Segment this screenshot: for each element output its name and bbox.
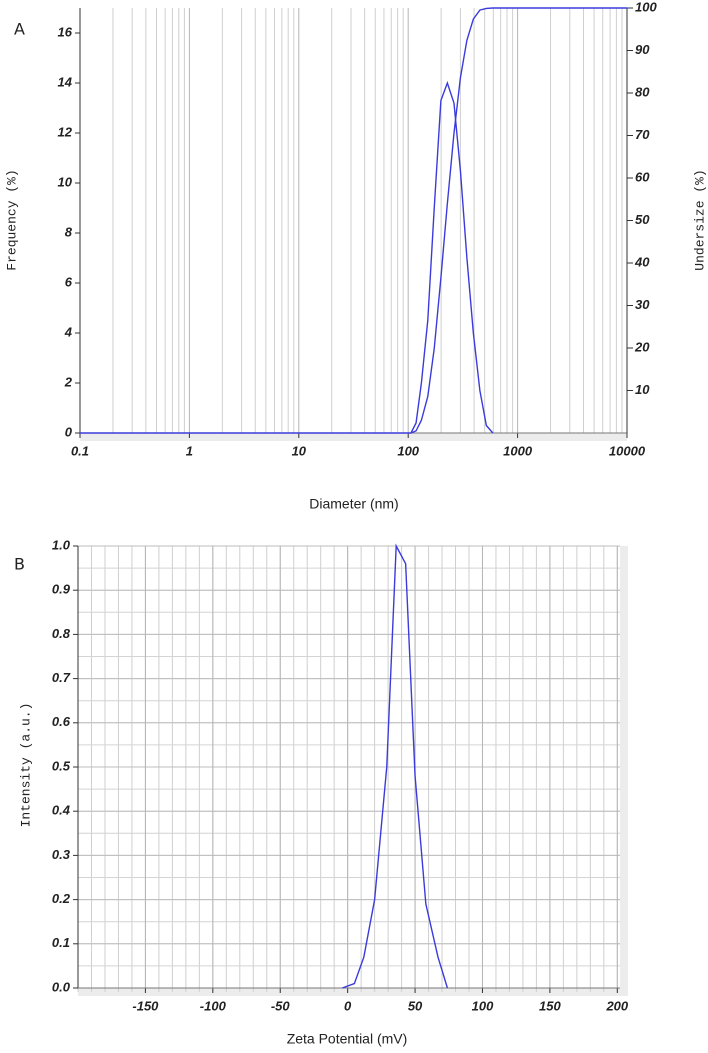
y-tick-label: 6 [65, 274, 73, 289]
y2-tick-label: 80 [635, 84, 650, 99]
x-tick-label: -100 [200, 998, 227, 1013]
x-axis-title: Zeta Potential (mV) [287, 1031, 408, 1047]
x-tick-label: 100 [472, 998, 494, 1013]
y-tick-label: 1.0 [52, 537, 71, 552]
y-axis-title: Frequency (%) [4, 169, 19, 270]
x-tick-label: 1 [186, 443, 193, 458]
x-axis-title: Diameter (nm) [309, 496, 398, 512]
y2-tick-label: 30 [635, 297, 650, 312]
y-tick-label: 0.0 [52, 979, 71, 994]
axis-band [78, 988, 628, 996]
data-line [80, 80, 494, 434]
data-line [410, 7, 627, 434]
y-tick-label: 0.8 [52, 626, 71, 641]
x-tick-label: -50 [271, 998, 291, 1013]
y-tick-label: 0.3 [52, 847, 71, 862]
y-tick-label: 8 [65, 224, 73, 239]
y-tick-label: 0.2 [52, 891, 71, 906]
x-tick-label: -150 [132, 998, 159, 1013]
y-tick-label: 0.5 [52, 758, 71, 773]
x-tick-label: 200 [605, 998, 628, 1013]
y-axis-title: Intensity (a.u.) [18, 703, 33, 828]
y-tick-label: 0.4 [52, 803, 71, 818]
y2-tick-label: 100 [635, 0, 657, 14]
axis-band [80, 433, 627, 441]
x-tick-label: 0.1 [71, 443, 89, 458]
y-tick-label: 14 [58, 74, 73, 89]
y-tick-label: 0 [65, 424, 73, 439]
y2-tick-label: 20 [634, 339, 650, 354]
y2-axis-title: Undersize (%) [692, 169, 707, 270]
y-tick-label: 0.7 [52, 670, 71, 685]
y-tick-label: 4 [64, 324, 73, 339]
y2-tick-label: 40 [634, 254, 650, 269]
y-tick-label: 0.1 [52, 935, 70, 950]
y-tick-label: 12 [58, 124, 73, 139]
panel-label: B [14, 555, 25, 574]
y-tick-label: 10 [58, 174, 73, 189]
x-tick-label: 1000 [503, 443, 533, 458]
x-tick-label: 50 [408, 998, 423, 1013]
data-line [342, 543, 449, 989]
panel-label: A [14, 20, 25, 39]
y2-tick-label: 60 [635, 169, 650, 184]
axis-band [620, 546, 628, 996]
x-tick-label: 100 [397, 443, 419, 458]
y-tick-label: 16 [58, 24, 73, 39]
y-tick-label: 2 [64, 374, 73, 389]
y-tick-label: 0.6 [52, 714, 71, 729]
y2-tick-label: 10 [635, 382, 650, 397]
x-tick-label: 150 [539, 998, 561, 1013]
x-tick-label: 10 [292, 443, 307, 458]
x-tick-label: 0 [344, 998, 352, 1013]
y-tick-label: 0.9 [52, 582, 71, 597]
y2-tick-label: 50 [635, 212, 650, 227]
y2-tick-label: 90 [635, 42, 650, 57]
x-tick-label: 10000 [609, 443, 646, 458]
y2-tick-label: 70 [635, 127, 650, 142]
